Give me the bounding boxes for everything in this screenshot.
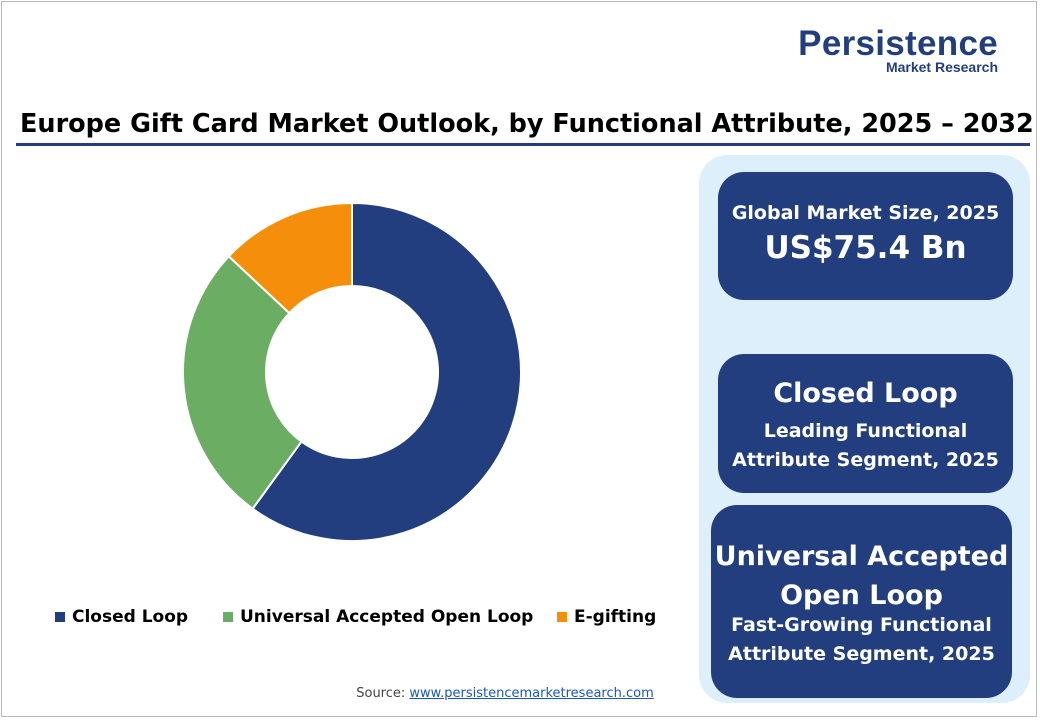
market-size-label: Global Market Size, 2025 <box>731 202 1000 224</box>
legend-swatch <box>223 612 233 622</box>
source-link[interactable]: www.persistencemarketresearch.com <box>409 686 654 701</box>
fastest-growing-card: Universal Accepted Open Loop Fast-Growin… <box>711 505 1012 698</box>
legend-swatch <box>557 612 567 622</box>
logo-main-text: Persistence <box>798 24 998 63</box>
legend-swatch <box>55 612 65 622</box>
legend-label: E-gifting <box>574 607 657 627</box>
chart-title: Europe Gift Card Market Outlook, by Func… <box>20 109 1034 139</box>
market-size-value: US$75.4 Bn <box>764 230 967 266</box>
leading-segment-name: Closed Loop <box>773 378 958 409</box>
fastest-label-line1: Fast-Growing Functional <box>731 614 992 636</box>
leading-label-line2: Attribute Segment, 2025 <box>732 449 999 471</box>
fastest-segment-label: Fast-Growing Functional Attribute Segmen… <box>711 611 1012 669</box>
legend-label: Universal Accepted Open Loop <box>240 607 534 627</box>
fastest-segment-name: Universal Accepted Open Loop <box>711 537 1012 615</box>
source-note: Source: www.persistencemarketresearch.co… <box>0 686 1010 701</box>
legend-label: Closed Loop <box>72 607 189 627</box>
fastest-name-line1: Universal Accepted <box>714 541 1009 572</box>
donut-slice-universal-accepted-open-loop <box>182 254 303 511</box>
leading-segment-label: Leading Functional Attribute Segment, 20… <box>718 417 1013 475</box>
leading-segment-card: Closed Loop Leading Functional Attribute… <box>718 354 1013 493</box>
legend-item-e-gifting: E-gifting <box>557 607 656 627</box>
market-size-card: Global Market Size, 2025 US$75.4 Bn <box>718 172 1013 300</box>
fastest-name-line2: Open Loop <box>780 580 943 611</box>
title-underline <box>16 143 1030 146</box>
logo-sub-text: Market Research <box>885 59 998 75</box>
company-logo: Persistence Market Research <box>798 26 998 75</box>
legend-item-closed-loop: Closed Loop <box>55 607 188 627</box>
donut-slice-e-gifting <box>227 201 353 315</box>
legend-item-universal-accepted-open-loop: Universal Accepted Open Loop <box>223 607 533 627</box>
donut-chart <box>182 201 522 542</box>
leading-label-line1: Leading Functional <box>763 420 968 442</box>
donut-slice-closed-loop <box>251 201 522 542</box>
fastest-label-line2: Attribute Segment, 2025 <box>728 643 995 665</box>
source-prefix: Source: <box>356 686 410 701</box>
